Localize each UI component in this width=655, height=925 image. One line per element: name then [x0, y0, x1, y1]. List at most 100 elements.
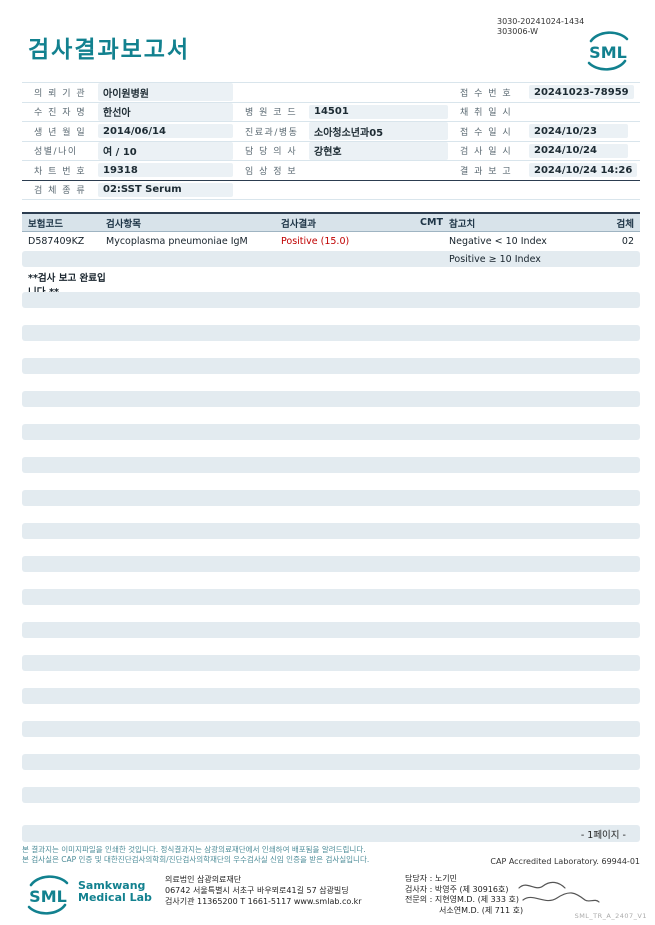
field-label-specimen-type: 검 체 종 류 — [34, 186, 87, 196]
empty-row — [22, 655, 640, 671]
empty-row — [22, 688, 640, 704]
field-label-hospital-code: 병 원 코 드 — [245, 108, 298, 119]
field-label-chart-no: 차 트 번 호 — [34, 166, 87, 177]
signature-scribble — [518, 881, 600, 903]
col-header-reference: 참고치 — [449, 218, 476, 230]
empty-row — [22, 325, 640, 341]
footer-logo: SML Samkwang Medical Lab — [22, 872, 165, 918]
footnotes: 본 결과지는 이미지파일을 인쇄한 것입니다. 정식결과지는 삼광의료재단에서 … — [22, 845, 369, 864]
empty-row — [22, 358, 640, 374]
empty-row — [22, 721, 640, 737]
manager-label: 담당자 : — [405, 874, 433, 883]
field-label-receipt-date: 접 수 일 시 — [460, 127, 513, 138]
page-title: 검사결과보고서 — [28, 37, 191, 63]
empty-row — [22, 787, 640, 803]
field-label-department: 진료과/병동 — [245, 127, 299, 138]
footnote-line2: 본 검사실은 CAP 인증 및 대한진단검사의학회/진단검사의학재단의 우수검사… — [22, 854, 370, 864]
empty-row — [22, 292, 640, 308]
field-value-chart-no: 19318 — [98, 163, 233, 178]
examiner-label: 검사자 : — [405, 884, 433, 894]
result-value: Positive (15.0) — [281, 236, 350, 247]
report-complete-message: **검사 보고 완료입니다.** — [28, 273, 106, 298]
empty-row — [22, 589, 640, 605]
field-value-doctor: 강현호 — [309, 141, 448, 160]
cap-accreditation: CAP Accredited Laboratory. 69944-01 — [490, 857, 640, 866]
empty-row — [22, 457, 640, 473]
field-label-doctor: 담 당 의 사 — [245, 147, 298, 158]
field-label-collection-datetime: 채 취 일 시 — [460, 108, 513, 119]
sml-logo: SML — [582, 28, 634, 78]
footer-logo-name1: Samkwang — [78, 879, 146, 892]
info-row: 차 트 번 호 19318 임 상 정 보 결 과 보 고 2024/10/24… — [22, 161, 640, 181]
col-header-cmt: CMT — [420, 217, 443, 228]
result-row: D587409KZ Mycoplasma pneumoniae IgM Posi… — [22, 232, 640, 251]
page-indicator: - 1페이지 - — [22, 825, 640, 842]
empty-row — [22, 754, 640, 770]
empty-row — [22, 556, 640, 572]
footer-manager-line: 담당자 : 노기민 — [405, 874, 640, 885]
field-value-receipt-date: 2024/10/23 — [529, 124, 628, 139]
field-value-specimen-type: 02:SST Serum — [98, 182, 233, 197]
empty-row — [22, 490, 640, 506]
field-value-collection-datetime — [529, 110, 628, 113]
results-header-row: 보험코드 검사항목 검사결과 CMT 참고치 검체 — [22, 214, 640, 232]
info-row: 수 진 자 명 한선아 병 원 코 드 14501 채 취 일 시 — [22, 102, 640, 122]
result-insurance-code: D587409KZ — [28, 236, 85, 247]
result-specimen: 02 — [621, 236, 634, 247]
result-reference-line2: Positive ≥ 10 Index — [449, 253, 541, 265]
specialist-name1: 지현영M.D. (제 333 호) — [434, 895, 519, 904]
col-header-specimen: 검체 — [616, 218, 634, 230]
info-row: 검 체 종 류 02:SST Serum — [22, 181, 640, 200]
field-value-clinical-info — [309, 169, 448, 172]
specialist-name2: 서소연M.D. (제 711 호) — [439, 905, 524, 915]
field-label-sex-age: 성별/나이 — [34, 147, 78, 158]
field-label-requesting-org: 의 뢰 기 관 — [34, 88, 87, 99]
sml-footer-logo-icon: SML — [27, 875, 69, 915]
field-label-birthdate: 생 년 월 일 — [34, 127, 87, 138]
footer-address: 06742 서울특별시 서초구 바우뫼로41길 57 삼광빌딩 — [165, 886, 349, 895]
footer-logo-name: Samkwang Medical Lab — [74, 872, 152, 904]
result-test-name: Mycoplasma pneumoniae IgM — [106, 236, 248, 247]
report-code-line2: 303006-W — [497, 27, 539, 36]
field-value-department: 소아청소년과05 — [309, 122, 448, 141]
field-label-result-report: 결 과 보 고 — [460, 166, 513, 177]
result-reference-row: Positive ≥ 10 Index — [22, 251, 640, 267]
col-header-insurance-code: 보험코드 — [28, 218, 63, 230]
footer-examiner-line: 검사자 : 박영주 (제 30916호) — [405, 885, 640, 896]
field-value-test-date: 2024/10/24 — [529, 143, 628, 158]
footer-contact: 검사기관 11365200 T 1661-5117 www.smlab.co.k… — [165, 897, 362, 906]
results-table: 보험코드 검사항목 검사결과 CMT 참고치 검체 D587409KZ Myco… — [22, 212, 640, 298]
field-label-clinical-info: 임 상 정 보 — [245, 166, 298, 177]
footer-address-block: 의료법인 삼광의료재단 06742 서울특별시 서초구 바우뫼로41길 57 삼… — [165, 872, 405, 918]
field-value-result-report: 2024/10/24 14:26 — [529, 163, 638, 178]
col-header-test-result: 검사결과 — [281, 218, 316, 230]
field-value-requesting-org: 아이원병원 — [98, 83, 233, 102]
empty-row — [22, 391, 640, 407]
report-code-line1: 3030-20241024-1434 — [497, 17, 585, 26]
info-row: 의 뢰 기 관 아이원병원 접 수 번 호 20241023-78959 — [22, 83, 640, 103]
result-reference-line1: Negative < 10 Index — [449, 236, 547, 247]
document-version-code: SML_TR_A_2407_V1 — [574, 912, 647, 920]
info-row: 성별/나이 여 / 10 담 당 의 사 강현호 검 사 일 시 2024/10… — [22, 141, 640, 161]
patient-info-table: 의 뢰 기 관 아이원병원 접 수 번 호 20241023-78959 수 진… — [22, 82, 640, 200]
footer-specialist-line1: 전문의 : 지현영M.D. (제 333 호) — [405, 895, 640, 906]
footer-logo-name2: Medical Lab — [78, 891, 152, 904]
sml-logo-text: SML — [589, 43, 627, 62]
field-value-sex-age: 여 / 10 — [98, 141, 233, 160]
footer-logo-text: SML — [29, 887, 67, 906]
footer-org: 의료법인 삼광의료재단 — [165, 875, 242, 884]
field-label-receipt-no: 접 수 번 호 — [460, 88, 513, 99]
empty-row — [22, 622, 640, 638]
field-value-receipt-no: 20241023-78959 — [529, 85, 634, 100]
field-value-patient-name: 한선아 — [98, 102, 233, 121]
info-row: 생 년 월 일 2014/06/14 진료과/병동 소아청소년과05 접 수 일… — [22, 122, 640, 142]
field-label-patient-name: 수 진 자 명 — [34, 108, 87, 119]
manager-name: 노기민 — [434, 874, 457, 883]
field-label-test-date: 검 사 일 시 — [460, 147, 513, 158]
footer: SML Samkwang Medical Lab 의료법인 삼광의료재단 067… — [22, 872, 640, 918]
field-value-birthdate: 2014/06/14 — [98, 124, 233, 139]
empty-row — [22, 424, 640, 440]
footer-specialist-line2: 서소연M.D. (제 711 호) — [405, 906, 640, 917]
examiner-name: 박영주 (제 30916호) — [434, 884, 509, 894]
